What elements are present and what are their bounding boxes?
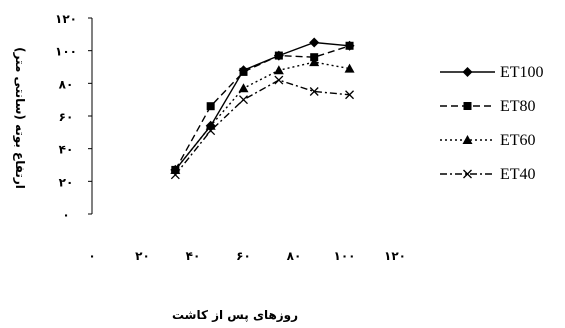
legend-marker [463,102,472,110]
legend: ET100 ET80 ET60 ET40 [440,64,544,183]
series-line [174,61,350,171]
data-point [309,57,320,67]
series-layer [170,37,355,180]
legend-label: ET60 [500,132,536,149]
data-point [239,67,248,76]
data-point [206,102,215,111]
legend-label: ET40 [500,166,536,183]
legend-item-et60: ET60 [440,132,536,149]
x-tick-label: ۱۲۰ [384,249,406,263]
x-tick-label: ۲۰ [135,249,150,263]
data-point [345,41,354,50]
legend-marker [462,67,473,77]
marker-stroke [309,87,319,96]
legend-item-et100: ET100 [440,64,544,81]
data-point [345,90,355,100]
axes: ۰ ۲۰ ۴۰ ۶۰ ۸۰ ۱۰۰ ۱۲۰ ۰ ۲۰ ۴۰ ۶۰ ۸۰ ۱۰۰ ۱۲۰ [55,12,406,263]
y-tick-label: ۶۰ [59,110,74,124]
data-point [309,87,319,96]
y-axis-title: ارتفاع بوته (سانتی متر) [12,47,27,189]
marker-stroke [345,90,355,100]
data-point [274,75,284,85]
series-line [174,45,350,171]
legend-label: ET80 [500,98,536,115]
data-point [239,95,248,105]
data-point [309,37,320,48]
y-tick-label: ۴۰ [59,143,74,157]
marker-stroke [274,75,284,85]
marker-stroke [239,95,248,105]
marker-stroke [206,126,216,136]
legend-label: ET100 [500,64,544,81]
series-et40 [170,75,355,180]
data-point [344,63,355,73]
x-axis-title: روزهای پس از کاشت [172,308,298,323]
x-tick-label: ۴۰ [186,249,201,263]
x-tick-label: ۱۰۰ [334,249,356,263]
marker-stroke [463,169,472,179]
x-tick-label: ۸۰ [287,249,302,263]
legend-marker [463,169,472,179]
x-tick-label: ۶۰ [236,249,251,263]
series-et60 [170,57,355,174]
series-line [174,79,350,176]
series-et100 [170,37,355,175]
data-point [273,65,284,75]
legend-item-et40: ET40 [440,166,536,183]
marker-stroke [170,170,180,180]
y-tick-label: ۸۰ [59,77,74,91]
legend-marker [462,135,473,144]
y-tick-label: ۱۲۰ [55,12,77,26]
data-point [274,51,283,60]
legend-item-et80: ET80 [440,98,536,115]
y-tick-label: ۱۰۰ [55,45,77,59]
series-et80 [171,41,354,174]
data-point [238,83,249,93]
y-tick-label: ۲۰ [59,175,74,189]
data-point [206,126,216,136]
x-tick-label: ۰ [88,249,95,263]
data-point [170,170,180,180]
series-line [174,41,350,171]
y-tick-label: ۰ [62,208,69,222]
